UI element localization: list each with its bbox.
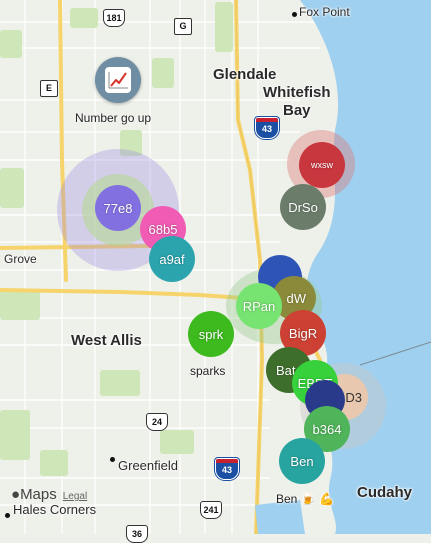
- legal-link[interactable]: Legal: [62, 491, 88, 502]
- marker-a9af[interactable]: a9af: [149, 236, 195, 282]
- place-cudahy: Cudahy: [357, 484, 413, 501]
- sparks-label: sparks: [190, 364, 226, 378]
- fox-point-dot: [292, 12, 297, 17]
- route-24-shield: 24: [146, 413, 168, 431]
- marker-sprk[interactable]: sprk: [188, 311, 234, 357]
- attribution: ●Maps Legal: [11, 486, 87, 504]
- place-whitefish-bay-line2: Bay: [283, 102, 311, 119]
- place-fox-point: Fox Point: [299, 5, 350, 19]
- place-west-allis: West Allis: [71, 332, 142, 349]
- hales-corners-dot: [5, 513, 10, 518]
- marker-rpan[interactable]: RPan: [236, 283, 282, 329]
- place-whitefish-bay-line1: Whitefish: [263, 84, 331, 101]
- greenfield-dot: [110, 457, 115, 462]
- marker-drso[interactable]: DrSo: [280, 184, 326, 230]
- marker-wxsw[interactable]: wxsw: [299, 142, 345, 188]
- place-hales-corners: Hales Corners: [13, 502, 97, 517]
- marker-ben[interactable]: Ben: [279, 438, 325, 484]
- route-241-shield: 241: [200, 501, 222, 519]
- county-g-shield: G: [174, 18, 192, 35]
- marker-77e8[interactable]: 77e8: [95, 185, 141, 231]
- route-181-shield: 181: [103, 9, 125, 27]
- line-chart-icon[interactable]: [95, 57, 141, 103]
- number-go-up-label: Number go up: [75, 111, 152, 125]
- interstate-43-south-shield: 43: [215, 458, 239, 480]
- place-glendale: Glendale: [213, 66, 277, 83]
- place-grove: Grove: [4, 252, 37, 266]
- apple-maps-label: Maps: [20, 486, 57, 503]
- apple-logo-icon: ●: [11, 486, 21, 503]
- place-greenfield: Greenfield: [118, 458, 178, 473]
- county-e-shield: E: [40, 80, 58, 97]
- ben-emoji-label: Ben 🍺 💪: [276, 492, 334, 506]
- interstate-43-north-shield: 43: [255, 117, 279, 139]
- route-36-shield: 36: [126, 525, 148, 543]
